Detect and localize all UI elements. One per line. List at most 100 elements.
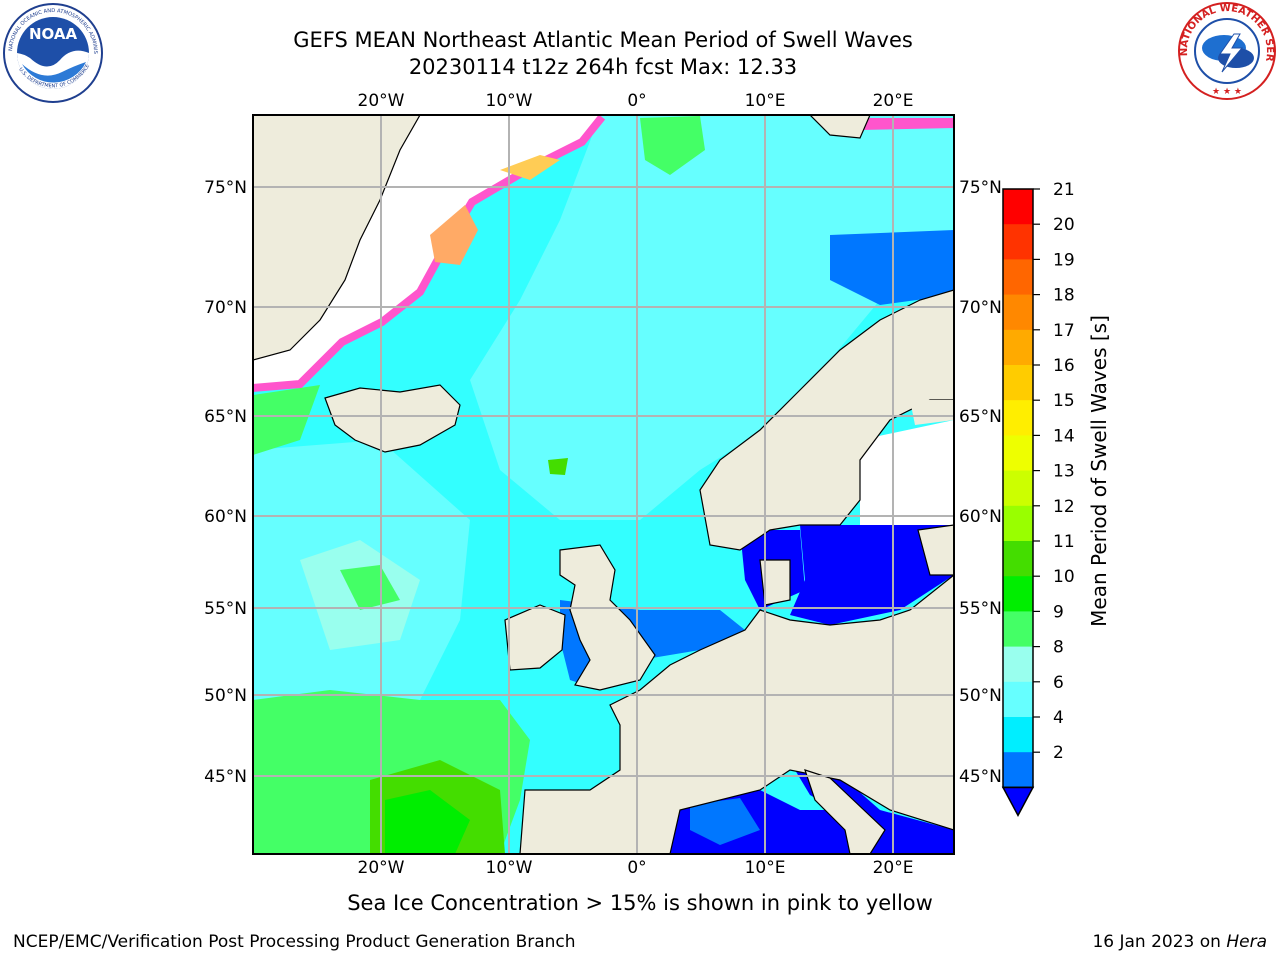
swell-zone-under2-baltic: [790, 525, 954, 625]
colorbar-tick-label: 16: [1053, 356, 1075, 376]
lon-tick-bottom: 0°: [627, 858, 646, 878]
land-svalbard: [809, 115, 871, 139]
colorbar-tick-label: 18: [1053, 286, 1075, 306]
land-iceland: [324, 384, 461, 453]
land-great-britain: [559, 544, 656, 691]
colorbar-segment: [1003, 541, 1033, 577]
colorbar-tick-label: 14: [1053, 426, 1075, 446]
colorbar-tick-label: 4: [1053, 708, 1064, 728]
lon-tick-top: 10°W: [486, 91, 533, 111]
land-italy: [804, 769, 886, 854]
colorbar-segment: [1003, 400, 1033, 436]
lat-tick-left: 60°N: [204, 507, 247, 527]
colorbar-tick-label: 19: [1053, 250, 1075, 270]
date-text: 16 Jan 2023 on: [1092, 932, 1227, 952]
lat-tick-left: 45°N: [204, 767, 247, 787]
colorbar-segment: [1003, 611, 1033, 648]
lat-tick-left: 70°N: [204, 298, 247, 318]
lat-tick-right: 60°N: [959, 507, 1002, 527]
lat-tick-right: 50°N: [959, 686, 1002, 706]
lat-tick-left: 50°N: [204, 686, 247, 706]
colorbar-tick-label: 10: [1053, 567, 1075, 587]
lat-tick-right: 75°N: [959, 178, 1002, 198]
credit-text: NCEP/EMC/Verification Post Processing Pr…: [13, 932, 576, 952]
lon-tick-top: 20°E: [873, 91, 914, 111]
colorbar-tick-label: 11: [1053, 532, 1075, 552]
colorbar-segment: [1003, 329, 1033, 366]
swell-patch-green: [340, 565, 400, 610]
colorbar-segment: [1003, 717, 1033, 753]
colorbar-segment: [1003, 681, 1033, 718]
lat-tick-right: 70°N: [959, 298, 1002, 318]
sea-ice-orange-patch: [430, 205, 478, 265]
colorbar-segment: [1003, 259, 1033, 296]
swell-patch-faroe: [548, 458, 568, 475]
chart-subtitle: 20230114 t12z 264h fcst Max: 12.33: [408, 55, 798, 79]
lat-tick-right: 45°N: [959, 767, 1002, 787]
noaa-logo-text: NOAA: [29, 25, 78, 43]
colorbar-segment: [1003, 576, 1033, 612]
colorbar-label: Mean Period of Swell Waves [s]: [1087, 315, 1111, 627]
colorbar-tick-label: 20: [1053, 215, 1075, 235]
lat-tick-right: 55°N: [959, 599, 1002, 619]
lon-tick-top: 10°E: [745, 91, 786, 111]
land-finland-north: [910, 400, 954, 425]
colorbar-segment: [1003, 365, 1033, 401]
date-stamp: 16 Jan 2023 on Hera: [1092, 932, 1267, 952]
land-greenland: [253, 115, 421, 361]
colorbar-tick-label: 17: [1053, 321, 1075, 341]
land-continental-europe: [519, 574, 954, 854]
colorbar-tick-label: 12: [1053, 497, 1075, 517]
sea-ice-edge-svalbard: [860, 118, 954, 130]
colorbar: 21 20 19 18 17 16 15 14 13 12 11 10 9 8 6 4 2: [1001, 180, 1075, 817]
colorbar-segment: [1003, 224, 1033, 260]
colorbar-frame: [1002, 188, 1034, 789]
colorbar-segment: [1003, 646, 1033, 683]
lat-tick-right: 65°N: [959, 407, 1002, 427]
map-gridlines: [253, 115, 954, 854]
colorbar-tick-label: 13: [1053, 462, 1075, 482]
colorbar-tick-label: 21: [1053, 180, 1075, 200]
swell-zone-2-4-med: [690, 798, 760, 845]
lon-tick-top: 0°: [627, 91, 646, 111]
sea-ice-note: Sea Ice Concentration > 15% is shown in …: [347, 891, 933, 915]
colorbar-under-extension: [1001, 786, 1035, 817]
sea-ice-bothnia: [860, 420, 954, 525]
sea-ice-edge-pink: [253, 115, 606, 392]
colorbar-segment: [1003, 189, 1033, 225]
colorbar-tick-label: 6: [1053, 673, 1064, 693]
swell-zone-9-10-svalbard: [640, 116, 705, 175]
sea-ice-yellow-patch: [500, 155, 560, 180]
map-field: [253, 115, 954, 854]
colorbar-segment: [1003, 435, 1033, 472]
colorbar-segment: [1003, 752, 1033, 788]
colorbar-tick-label: 15: [1053, 391, 1075, 411]
swell-zone-11-12: [385, 790, 470, 854]
svg-text:★ ★ ★: ★ ★ ★: [1212, 87, 1242, 97]
lon-tick-top: 20°W: [358, 91, 405, 111]
colorbar-tick-label: 2: [1053, 743, 1064, 763]
swell-zone-6-8-north: [470, 115, 954, 520]
host-name: Hera: [1226, 932, 1267, 952]
lat-tick-left: 65°N: [204, 407, 247, 427]
swell-zone-9-10-iceland: [253, 385, 320, 455]
lat-tick-left: 75°N: [204, 178, 247, 198]
land-denmark: [759, 559, 791, 606]
colorbar-tick-label: 8: [1053, 638, 1064, 658]
colorbar-segment: [1003, 294, 1033, 331]
lon-tick-bottom: 10°E: [745, 858, 786, 878]
lat-tick-left: 55°N: [204, 599, 247, 619]
lon-tick-bottom: 20°W: [358, 858, 405, 878]
chart-title: GEFS MEAN Northeast Atlantic Mean Period…: [293, 28, 913, 52]
colorbar-segment: [1003, 470, 1033, 507]
map-frame: [252, 114, 955, 855]
colorbar-segment: [1003, 505, 1033, 542]
land-baltic-states: [917, 524, 954, 576]
lon-tick-bottom: 10°W: [486, 858, 533, 878]
nws-logo: NATIONAL WEATHER SERVICE ★ ★ ★: [1176, 0, 1276, 100]
land-scandinavia: [699, 289, 954, 551]
noaa-logo: NOAA NATIONAL OCEANIC AND ATMOSPHERIC AD…: [2, 2, 103, 103]
lon-tick-bottom: 20°E: [873, 858, 914, 878]
colorbar-tick-label: 9: [1053, 602, 1064, 622]
